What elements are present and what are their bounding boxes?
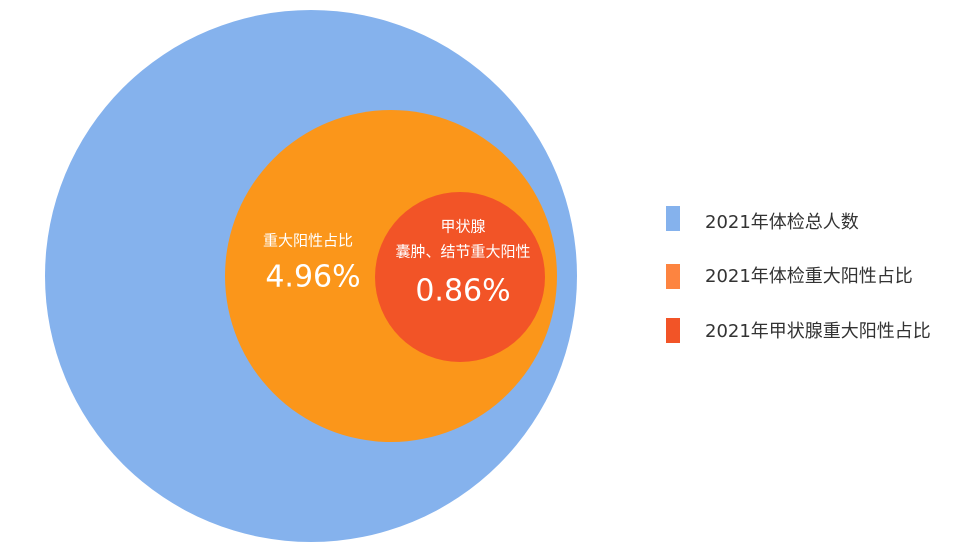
circle-label: 重大阳性占比 [263,232,353,250]
circle-value: 0.86% [415,274,510,309]
circle-label: 甲状腺 [440,218,485,236]
legend-swatch [666,206,680,231]
legend-swatch [666,318,680,343]
legend-label: 2021年甲状腺重大阳性占比 [705,321,931,342]
inner-circle [375,192,545,362]
circle-value: 4.96% [265,260,360,295]
legend-label: 2021年体检重大阳性占比 [705,266,913,287]
circle-label: 囊肿、结节重大阳性 [395,243,530,261]
legend-label: 2021年体检总人数 [705,212,859,233]
legend-swatch [666,264,680,289]
